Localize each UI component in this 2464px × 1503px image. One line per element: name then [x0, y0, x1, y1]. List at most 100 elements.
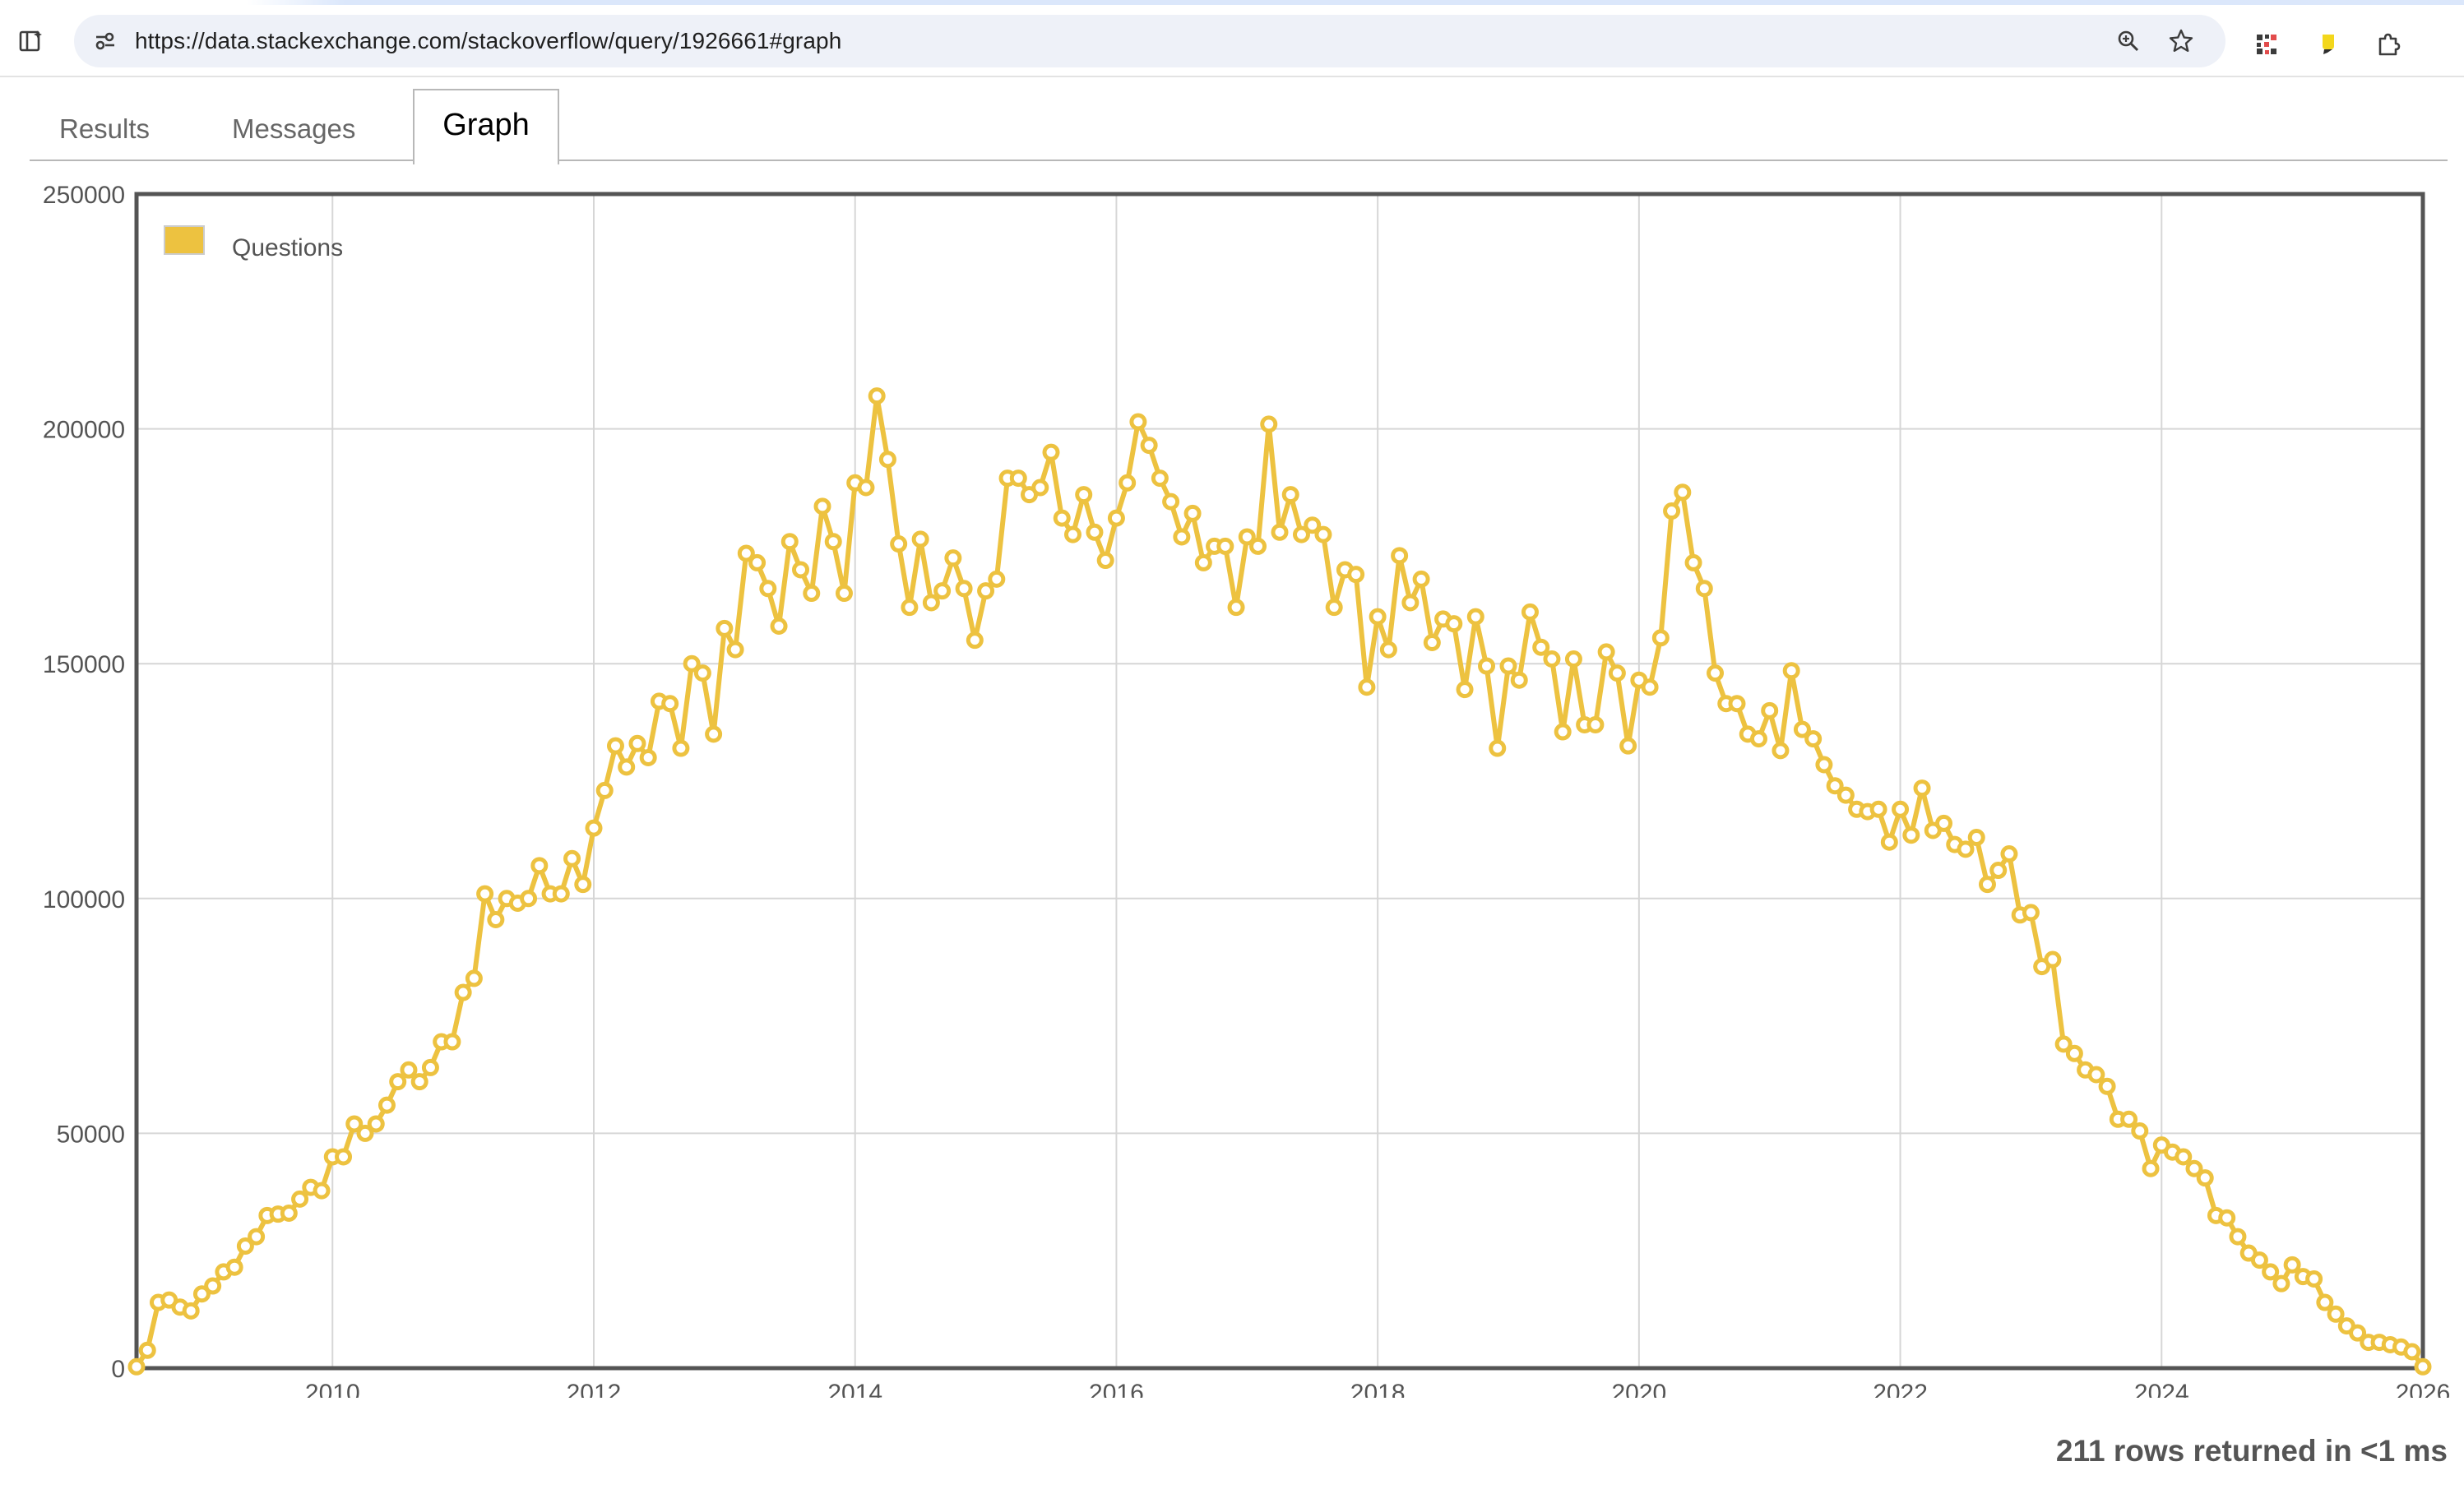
- data-point: [356, 1124, 374, 1142]
- data-point: [236, 1237, 254, 1255]
- data-point: [2120, 1110, 2138, 1128]
- data-point: [1031, 479, 1049, 497]
- data-point: [1543, 650, 1561, 668]
- url-text[interactable]: https://data.stackexchange.com/stackover…: [135, 28, 842, 53]
- data-point: [1107, 509, 1125, 527]
- data-point: [1086, 523, 1104, 541]
- star-icon[interactable]: [2166, 26, 2196, 56]
- data-point: [1826, 777, 1844, 795]
- data-point: [1042, 443, 1060, 461]
- data-point: [726, 641, 744, 659]
- puzzle-extensions-icon[interactable]: [2374, 30, 2403, 59]
- data-point: [770, 617, 788, 636]
- data-point: [1412, 570, 1430, 588]
- data-point: [1292, 525, 1310, 543]
- y-tick-label: 150000: [43, 651, 125, 678]
- data-point: [1663, 502, 1681, 520]
- data-point: [759, 580, 777, 598]
- data-point: [1957, 840, 1975, 858]
- data-point: [1651, 629, 1670, 647]
- data-point: [1521, 603, 1539, 621]
- data-point: [966, 631, 984, 650]
- data-point: [585, 819, 603, 837]
- data-point: [2065, 1044, 2083, 1062]
- data-point: [1892, 800, 1910, 818]
- data-point: [693, 664, 711, 682]
- data-point: [563, 849, 581, 867]
- tab-results[interactable]: Results: [59, 113, 151, 144]
- zoom-icon[interactable]: [2114, 26, 2143, 56]
- data-point: [1053, 509, 1071, 527]
- data-point: [1391, 547, 1409, 565]
- data-point: [1216, 537, 1234, 555]
- data-point: [2022, 904, 2040, 922]
- data-point: [1978, 876, 1996, 894]
- data-point: [2327, 1305, 2345, 1323]
- data-point: [1140, 437, 1158, 455]
- data-point: [204, 1277, 222, 1295]
- data-point: [1815, 756, 1833, 774]
- data-point: [1478, 657, 1496, 675]
- data-point: [1782, 662, 1800, 680]
- data-point: [878, 451, 896, 469]
- x-tick-label: 2018: [1350, 1380, 1406, 1398]
- y-tick-label: 100000: [43, 886, 125, 913]
- data-point: [1532, 638, 1550, 656]
- x-tick-label: 2016: [1089, 1380, 1144, 1398]
- tab-graph[interactable]: Graph: [413, 89, 559, 164]
- legend-label: Questions: [232, 234, 343, 261]
- data-point: [705, 725, 723, 743]
- data-point: [780, 533, 799, 551]
- data-point: [1641, 678, 1659, 696]
- data-point: [1325, 599, 1343, 617]
- data-point: [1238, 528, 1256, 546]
- data-point: [2054, 1035, 2073, 1053]
- legend-swatch: [164, 225, 205, 255]
- data-point: [225, 1258, 243, 1276]
- data-point: [683, 654, 701, 673]
- highlighter-extension-icon[interactable]: [2313, 30, 2342, 59]
- data-point: [2316, 1293, 2334, 1311]
- data-point: [1684, 553, 1702, 571]
- data-point: [1260, 415, 1278, 433]
- data-point: [248, 1228, 266, 1246]
- data-point: [1499, 657, 1517, 675]
- tab-messages[interactable]: Messages: [232, 113, 356, 144]
- data-point: [1456, 681, 1474, 699]
- data-point: [922, 594, 940, 612]
- extension-dots-icon[interactable]: [2252, 30, 2281, 59]
- data-point: [2250, 1251, 2268, 1269]
- site-info-icon[interactable]: [90, 26, 120, 56]
- data-point: [421, 1058, 439, 1076]
- data-point: [1249, 537, 1267, 555]
- data-point: [2229, 1228, 2247, 1246]
- data-point: [530, 857, 549, 875]
- data-point: [1369, 608, 1387, 626]
- y-tick-label: 250000: [43, 182, 125, 209]
- browser-top-accent: [0, 0, 2464, 5]
- data-point: [1162, 493, 1180, 511]
- x-tick-label: 2010: [305, 1380, 360, 1398]
- data-point: [1009, 469, 1027, 488]
- address-bar[interactable]: https://data.stackexchange.com/stackover…: [74, 15, 2225, 67]
- data-point: [2000, 845, 2018, 863]
- data-point: [661, 695, 679, 713]
- data-point: [792, 561, 810, 579]
- data-point: [1347, 566, 1365, 584]
- data-point: [1793, 720, 1811, 738]
- data-point: [574, 876, 592, 894]
- x-tick-label: 2022: [1873, 1380, 1928, 1398]
- data-point: [2185, 1159, 2203, 1177]
- x-tick-label: 2020: [1611, 1380, 1666, 1398]
- data-point: [2196, 1169, 2214, 1187]
- data-point: [1281, 486, 1299, 504]
- data-point: [813, 497, 831, 516]
- side-panel-icon[interactable]: [16, 26, 46, 56]
- data-point: [192, 1285, 211, 1303]
- data-point: [138, 1341, 156, 1359]
- data-point: [1772, 742, 1790, 760]
- browser-toolbar: https://data.stackexchange.com/stackover…: [0, 5, 2464, 77]
- data-point: [1967, 829, 1985, 847]
- data-point: [618, 758, 636, 776]
- data-point: [2349, 1324, 2367, 1342]
